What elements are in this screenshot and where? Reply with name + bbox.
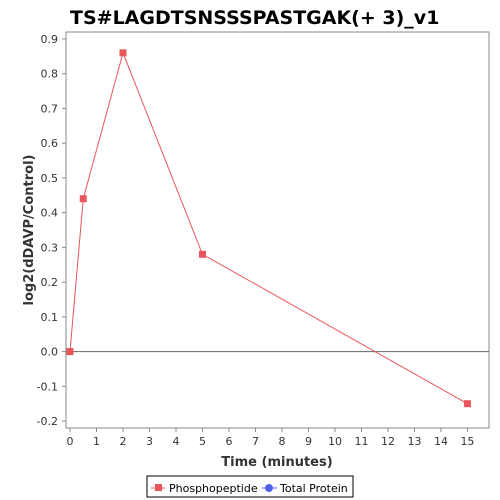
x-tick-label: 2 bbox=[119, 435, 126, 448]
x-tick-label: 10 bbox=[328, 435, 342, 448]
x-axis-ticks: 0 1 2 3 4 5 6 7 8 9 10 11 12 13 14 15 bbox=[67, 428, 474, 448]
legend-total-protein-marker bbox=[265, 484, 273, 492]
chart-title: TS#LAGDTSNSSSPASTGAK(+ 3)_v1 bbox=[70, 7, 439, 29]
phosphopeptide-point bbox=[463, 400, 471, 408]
x-tick-label: 8 bbox=[278, 435, 285, 448]
y-axis-ticks: -0.2 -0.1 0.0 0.1 0.2 0.3 0.4 0.5 0.6 0.7 0.8 0.9 bbox=[37, 33, 66, 428]
y-tick-label: 0.8 bbox=[41, 68, 59, 81]
y-tick-label: -0.1 bbox=[37, 380, 58, 393]
y-tick-label: 0.2 bbox=[41, 276, 59, 289]
legend: Phosphopeptide Total Protein bbox=[146, 475, 354, 498]
y-tick-label: 0.4 bbox=[41, 207, 59, 220]
legend-phosphopeptide-label: Phosphopeptide bbox=[169, 482, 258, 495]
y-tick-label: 0.7 bbox=[41, 102, 59, 115]
plot-area bbox=[65, 31, 490, 429]
x-tick-label: 0 bbox=[67, 435, 74, 448]
y-tick-label: -0.2 bbox=[37, 415, 58, 428]
x-tick-label: 11 bbox=[354, 435, 368, 448]
phosphopeptide-point bbox=[79, 195, 87, 203]
x-tick-label: 3 bbox=[146, 435, 153, 448]
y-axis-title: log2(dDAVP/Control) bbox=[22, 155, 37, 306]
x-tick-label: 4 bbox=[172, 435, 179, 448]
x-tick-label: 6 bbox=[225, 435, 232, 448]
y-tick-label: 0.5 bbox=[41, 172, 59, 185]
x-tick-label: 5 bbox=[199, 435, 206, 448]
y-tick-label: 0.6 bbox=[41, 137, 59, 150]
legend-total-protein-label: Total Protein bbox=[279, 482, 348, 495]
x-tick-label: 13 bbox=[407, 435, 421, 448]
x-tick-label: 12 bbox=[381, 435, 395, 448]
series-points bbox=[66, 49, 471, 408]
y-tick-label: 0.9 bbox=[41, 33, 59, 46]
phosphopeptide-point bbox=[66, 348, 74, 356]
legend-box bbox=[146, 475, 354, 498]
y-tick-label: 0.0 bbox=[41, 346, 59, 359]
x-tick-label: 1 bbox=[93, 435, 100, 448]
x-tick-label: 7 bbox=[252, 435, 259, 448]
x-tick-label: 15 bbox=[460, 435, 474, 448]
y-tick-label: 0.1 bbox=[41, 311, 59, 324]
legend-phosphopeptide-marker bbox=[155, 484, 162, 491]
x-tick-label: 14 bbox=[434, 435, 448, 448]
phosphopeptide-point bbox=[198, 250, 206, 258]
x-tick-label: 9 bbox=[305, 435, 312, 448]
x-axis-title: Time (minutes) bbox=[221, 455, 332, 470]
y-tick-label: 0.3 bbox=[41, 241, 59, 254]
phosphopeptide-point bbox=[119, 49, 127, 57]
